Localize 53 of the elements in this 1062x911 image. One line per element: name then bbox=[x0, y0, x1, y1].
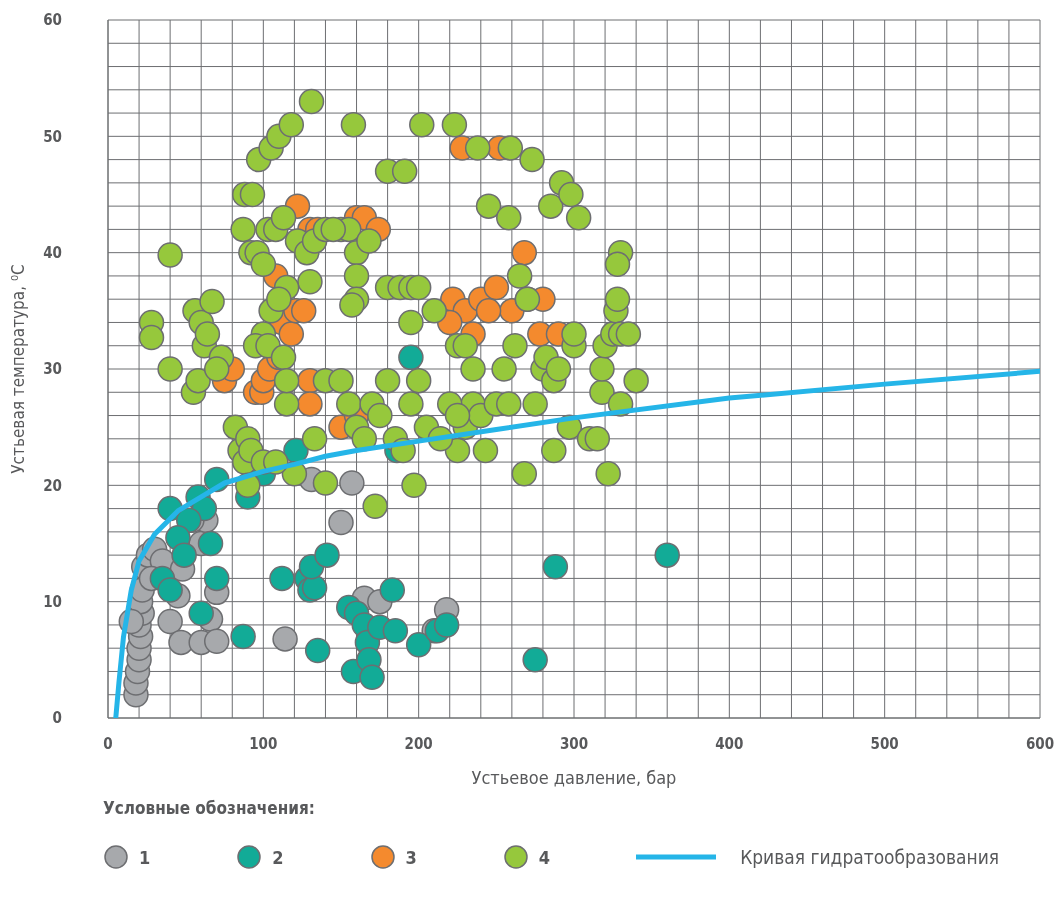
point bbox=[188, 600, 214, 627]
y-tick-label: 10 bbox=[43, 592, 62, 611]
point bbox=[203, 565, 230, 592]
y-tick-label: 60 bbox=[43, 11, 62, 30]
point bbox=[168, 629, 194, 656]
point bbox=[379, 577, 406, 603]
point bbox=[339, 470, 365, 496]
point bbox=[171, 542, 197, 568]
x-tick-label: 0 bbox=[103, 734, 113, 753]
point bbox=[269, 565, 295, 592]
x-tick-label: 400 bbox=[715, 734, 744, 753]
point bbox=[359, 664, 385, 691]
point bbox=[483, 274, 510, 301]
x-tick-label: 600 bbox=[1025, 734, 1055, 753]
point bbox=[314, 542, 340, 568]
x-axis-title: Устьевое давление, бар bbox=[471, 767, 677, 788]
y-tick-label: 30 bbox=[43, 360, 62, 379]
point bbox=[157, 577, 183, 603]
point bbox=[278, 321, 305, 347]
legend-label: 2 bbox=[272, 846, 284, 868]
point bbox=[475, 298, 502, 324]
point bbox=[433, 612, 460, 638]
y-tick-label: 20 bbox=[43, 476, 62, 495]
point bbox=[304, 637, 331, 664]
point bbox=[297, 391, 323, 417]
point bbox=[382, 618, 409, 644]
y-axis-title: Устьевая температура, ⁰C bbox=[8, 264, 29, 474]
legend-label: Кривая гидратообразования bbox=[740, 846, 1000, 868]
point bbox=[197, 530, 224, 557]
x-tick-label: 100 bbox=[249, 734, 278, 753]
point bbox=[290, 298, 317, 324]
legend-label: 4 bbox=[538, 846, 551, 868]
point bbox=[203, 628, 230, 654]
legend-title: Условные обозначения: bbox=[103, 798, 316, 818]
point bbox=[511, 239, 538, 266]
y-tick-label: 0 bbox=[52, 709, 62, 728]
x-tick-label: 200 bbox=[404, 734, 433, 753]
point bbox=[398, 344, 424, 371]
x-tick-label: 500 bbox=[870, 734, 899, 753]
point bbox=[230, 623, 256, 650]
point bbox=[654, 542, 680, 568]
legend-label: 3 bbox=[405, 846, 417, 868]
x-tick-label: 300 bbox=[559, 734, 589, 753]
y-tick-label: 40 bbox=[43, 243, 62, 262]
point bbox=[328, 509, 354, 536]
point bbox=[522, 647, 548, 673]
point bbox=[272, 626, 298, 652]
point bbox=[301, 574, 328, 601]
y-tick-label: 50 bbox=[43, 127, 62, 146]
point bbox=[542, 554, 569, 580]
legend-label: 1 bbox=[139, 846, 151, 868]
point bbox=[157, 608, 183, 635]
point bbox=[405, 631, 432, 658]
